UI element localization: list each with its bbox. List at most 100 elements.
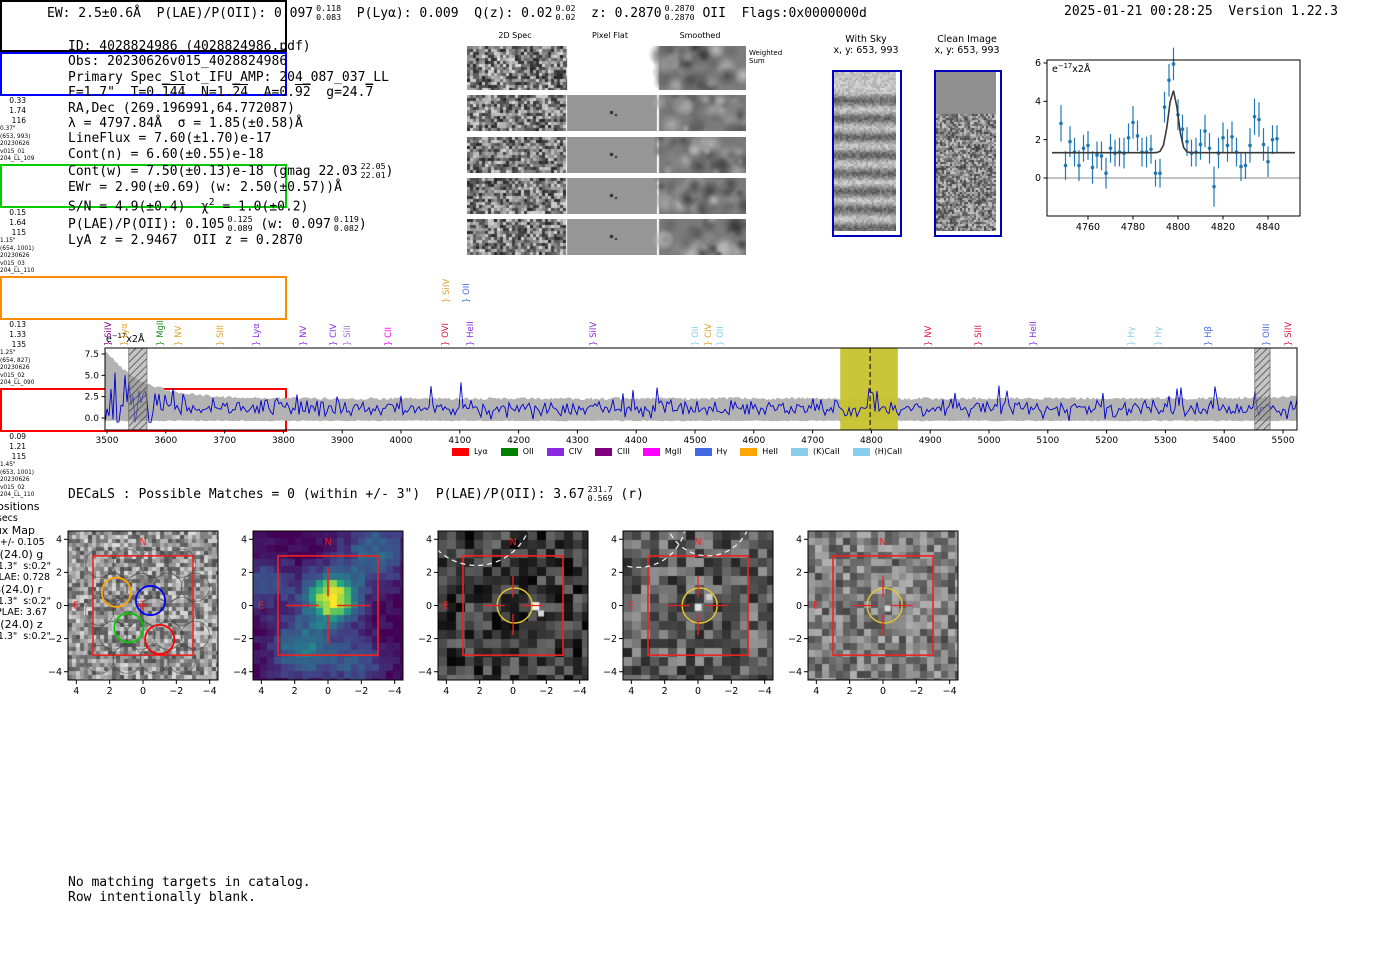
clean-image-title-text: Clean Image [937, 34, 997, 45]
spec2d-row-left-label: 0.09 [9, 431, 26, 441]
spectrum-xtick-label: 3700 [213, 436, 236, 446]
report-header-line: EW: 2.5±0.6Å P(LAE)/P(OII): 0.097 0.118 0.… [47, 4, 867, 21]
spectrum-xtick-label: 5000 [978, 436, 1001, 446]
legend-label: CIV [568, 447, 583, 456]
text-segment: N=1. [185, 85, 233, 101]
spectrum-ytick-label: 7.5 [85, 350, 99, 360]
legend-item-h: Hγ [694, 447, 727, 456]
legend-label: OII [522, 447, 534, 456]
compass-north-label: N [879, 537, 886, 548]
text-segment: Cont(w) = 7.50(±0.13)e-18 (gmag 22.03 [68, 164, 358, 180]
spec2d-row-left-label: 135 [11, 339, 26, 349]
spectrum-xtick-label: 4200 [507, 436, 530, 446]
stacked-uncertainty: 22.05 22.01 [360, 161, 386, 180]
cutout-ytick-label: 4 [611, 535, 617, 546]
cutout-ytick-label: 0 [611, 601, 617, 612]
spectrum-xtick-label: 4400 [625, 436, 648, 446]
legend-label: CIII [617, 447, 630, 456]
spec2d-weighted-sum-label: Weighted Sum [749, 49, 783, 65]
text-segment: EWr = 2.90(±0.69) (w: 2.50(±0.57))Å [68, 179, 342, 195]
full-spectrum-plot: 3500 3600 3700 3800 3900 4000 4100 4200 4300 4400… [85, 347, 1298, 446]
inset-xtick-label: 4780 [1121, 222, 1145, 233]
cutout-overlay-2: N E 4 4 2 2 0 0 −2 −2 −4 −4 [418, 530, 589, 697]
text-segment: F=1.7" T=0. [68, 85, 162, 101]
legend-item-ly: Lyα [452, 447, 488, 456]
spec2d-row-right-label: (654, 827) [0, 357, 31, 364]
cutout-sublabel2-3: EWr: 21. PLAE: 3.67 [0, 606, 48, 618]
spectrum-xtick-label: 5100 [1036, 436, 1059, 446]
info-line-2: Primary Spec_Slot_IFU_AMP: 204_087_037_L… [68, 70, 393, 85]
cutout-xtick-label: 0 [880, 686, 886, 697]
footer-note-line1: No matching targets in catalog. [68, 875, 311, 890]
legend-item-kcaii: (K)CaII [790, 447, 840, 456]
text-segment: A=0. [248, 85, 295, 101]
info-line-4: RA,Dec (269.196991,64.772087) [68, 101, 393, 116]
cutout-xlabel-0: arcsecs [0, 512, 18, 524]
legend-swatch [546, 447, 564, 456]
stacked-uncertainty: 231.7 0.569 [587, 484, 613, 503]
stacked-uncertainty: 0.119 0.082 [333, 214, 359, 233]
spec2d-row-left-label: 115 [11, 451, 26, 461]
full-spectrum-ylabel: e−17x2Å [106, 332, 144, 345]
legend-swatch [595, 447, 613, 456]
spec2d-row-left-labels-2: 0.13 1.33 135 [0, 320, 26, 350]
report-version: Version 1.22.3 [1228, 4, 1338, 19]
text-segment: 92 [295, 85, 311, 101]
spec2d-row-right-label: 0.37" [0, 126, 16, 132]
legend-item-mgii: MgII [642, 447, 682, 456]
clean-image-panel-border [934, 70, 1002, 237]
cutout-ytick-label: −2 [788, 634, 802, 645]
inset-ytick-label: 0 [1035, 173, 1041, 184]
info-line-5: λ = 4797.84Å σ = 1.85(±0.58)Å [68, 116, 393, 131]
cutout-xtick-label: −2 [724, 686, 738, 697]
cutout-xtick-label: 4 [443, 686, 449, 697]
spectrum-xtick-label: 4000 [390, 436, 413, 446]
with-sky-title-text: With Sky [845, 34, 887, 45]
cutout-overlay-3: N E 4 4 2 2 0 0 −2 −2 −4 −4 [603, 530, 774, 697]
text-segment: z: 0.2870 [575, 6, 662, 22]
spec2d-row-right-label: 1.25" [0, 349, 16, 356]
text-segment: S/N = 4.9(±0.4) χ [68, 199, 209, 215]
cutout-title-0: Fiber Positions [0, 499, 40, 513]
info-line-0: ID: 4028824986 (4028824986.pdf) [68, 39, 393, 54]
spectrum-xtick-label: 5500 [1272, 436, 1295, 446]
cutout-ytick-label: 4 [241, 535, 247, 546]
compass-north-label: N [694, 537, 701, 548]
ylabel-part: x2Å [1072, 64, 1091, 76]
cutout-xtick-label: −4 [943, 686, 957, 697]
cutout-title-3: DECaLS(24.0) r [0, 582, 43, 596]
cutout-xtick-label: −4 [758, 686, 772, 697]
inset-plot-ylabel: e−17x2Å [1052, 62, 1090, 75]
legend-item-ciii: CIII [595, 447, 630, 456]
legend-label: (H)CaII [874, 447, 903, 456]
legend-item-civ: CIV [546, 447, 583, 456]
spectrum-xtick-label: 5200 [1095, 436, 1118, 446]
ylabel-part: e [106, 334, 112, 346]
info-line-6: LineFlux = 7.60(±1.70)e-17 [68, 131, 393, 146]
legend-swatch [790, 447, 808, 456]
stacked-uncertainty: 0.02 0.02 [555, 3, 576, 22]
compass-east-label: E [628, 601, 634, 612]
info-line-12: LyA z = 2.9467 OII z = 0.2870 [68, 233, 393, 248]
spec2d-row-image-1 [467, 137, 746, 173]
spec2d-col-title-smoothed: Smoothed [679, 31, 721, 40]
cutout-xtick-label: 2 [847, 686, 853, 697]
info-line-9: EWr = 2.90(±0.69) (w: 2.50(±0.57))Å [68, 180, 393, 195]
spec2d-row-right-label: v015_01 [0, 148, 25, 155]
legend-swatch [500, 447, 518, 456]
spec2d-row-right-label: 20230626 [0, 477, 30, 484]
text-segment: EW: 2.5±0.6Å P(LAE)/P(OII): 0.097 [47, 6, 314, 22]
cutout-title-4: DECaLS(24.0) z [0, 617, 43, 631]
ylabel-part: e [1052, 64, 1058, 76]
ylabel-part: x2Å [126, 334, 145, 346]
cutout-xtick-label: −2 [909, 686, 923, 697]
spec2d-row-left-label: 1.64 [9, 217, 26, 227]
legend-swatch [452, 447, 469, 456]
legend-swatch [852, 447, 870, 456]
spec2d-row-right-label: 204_LL_110 [0, 268, 35, 275]
spectrum-xtick-label: 4600 [742, 436, 765, 446]
spectrum-xtick-label: 4700 [801, 436, 824, 446]
spectrum-ytick-label: 0.0 [85, 414, 100, 424]
cutout-ytick-label: 0 [56, 601, 62, 612]
